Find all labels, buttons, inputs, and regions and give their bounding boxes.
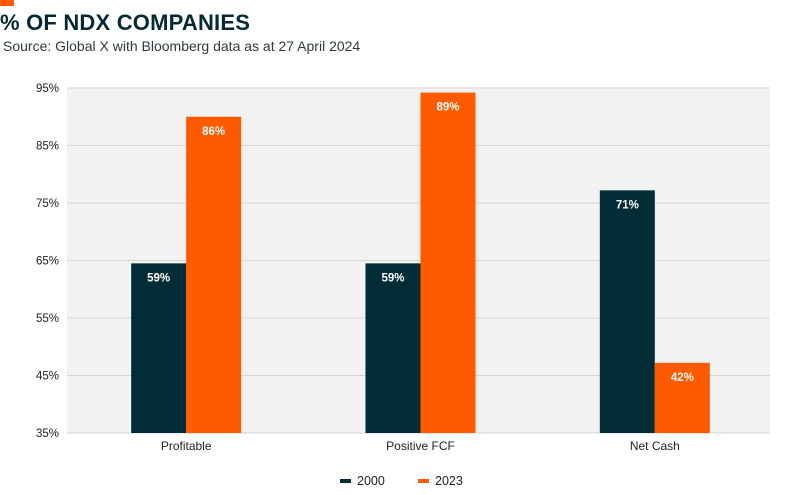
bar-chart: 35% 45% 55% 65% 75% 85% 95% 59% 86% Profitable 59%… <box>36 83 770 453</box>
bar <box>599 190 655 433</box>
data-label: 89% <box>436 102 459 114</box>
category-label: Profitable <box>161 439 212 453</box>
category-label: Net Cash <box>630 439 680 453</box>
chart-subtitle: Source: Global X with Bloomberg data as … <box>3 38 361 54</box>
data-label: 86% <box>202 126 225 138</box>
chart-title: % OF NDX COMPANIES <box>0 10 251 35</box>
y-tick-label: 65% <box>36 256 59 268</box>
bar <box>420 92 476 433</box>
legend-swatch <box>340 479 351 483</box>
bar <box>186 116 242 433</box>
legend-label: 2000 <box>357 474 385 488</box>
legend-label: 2023 <box>435 474 463 488</box>
legend-swatch <box>418 479 429 483</box>
y-tick-label: 75% <box>36 198 59 210</box>
bar <box>654 362 710 433</box>
legend: 2000 2023 <box>0 474 800 494</box>
data-label: 42% <box>671 372 694 384</box>
legend-item: 2023 <box>418 474 463 488</box>
y-tick-label: 45% <box>36 371 59 383</box>
data-label: 59% <box>147 272 170 284</box>
y-tick-label: 85% <box>36 141 59 153</box>
data-label: 71% <box>616 199 639 211</box>
legend-item: 2000 <box>340 474 385 488</box>
bar <box>365 263 421 433</box>
category-label: Positive FCF <box>386 439 455 453</box>
data-label: 59% <box>381 272 404 284</box>
accent-bar <box>0 0 14 6</box>
y-tick-label: 95% <box>36 83 59 95</box>
y-tick-label: 35% <box>36 428 59 440</box>
y-tick-label: 55% <box>36 313 59 325</box>
bar <box>131 263 187 433</box>
